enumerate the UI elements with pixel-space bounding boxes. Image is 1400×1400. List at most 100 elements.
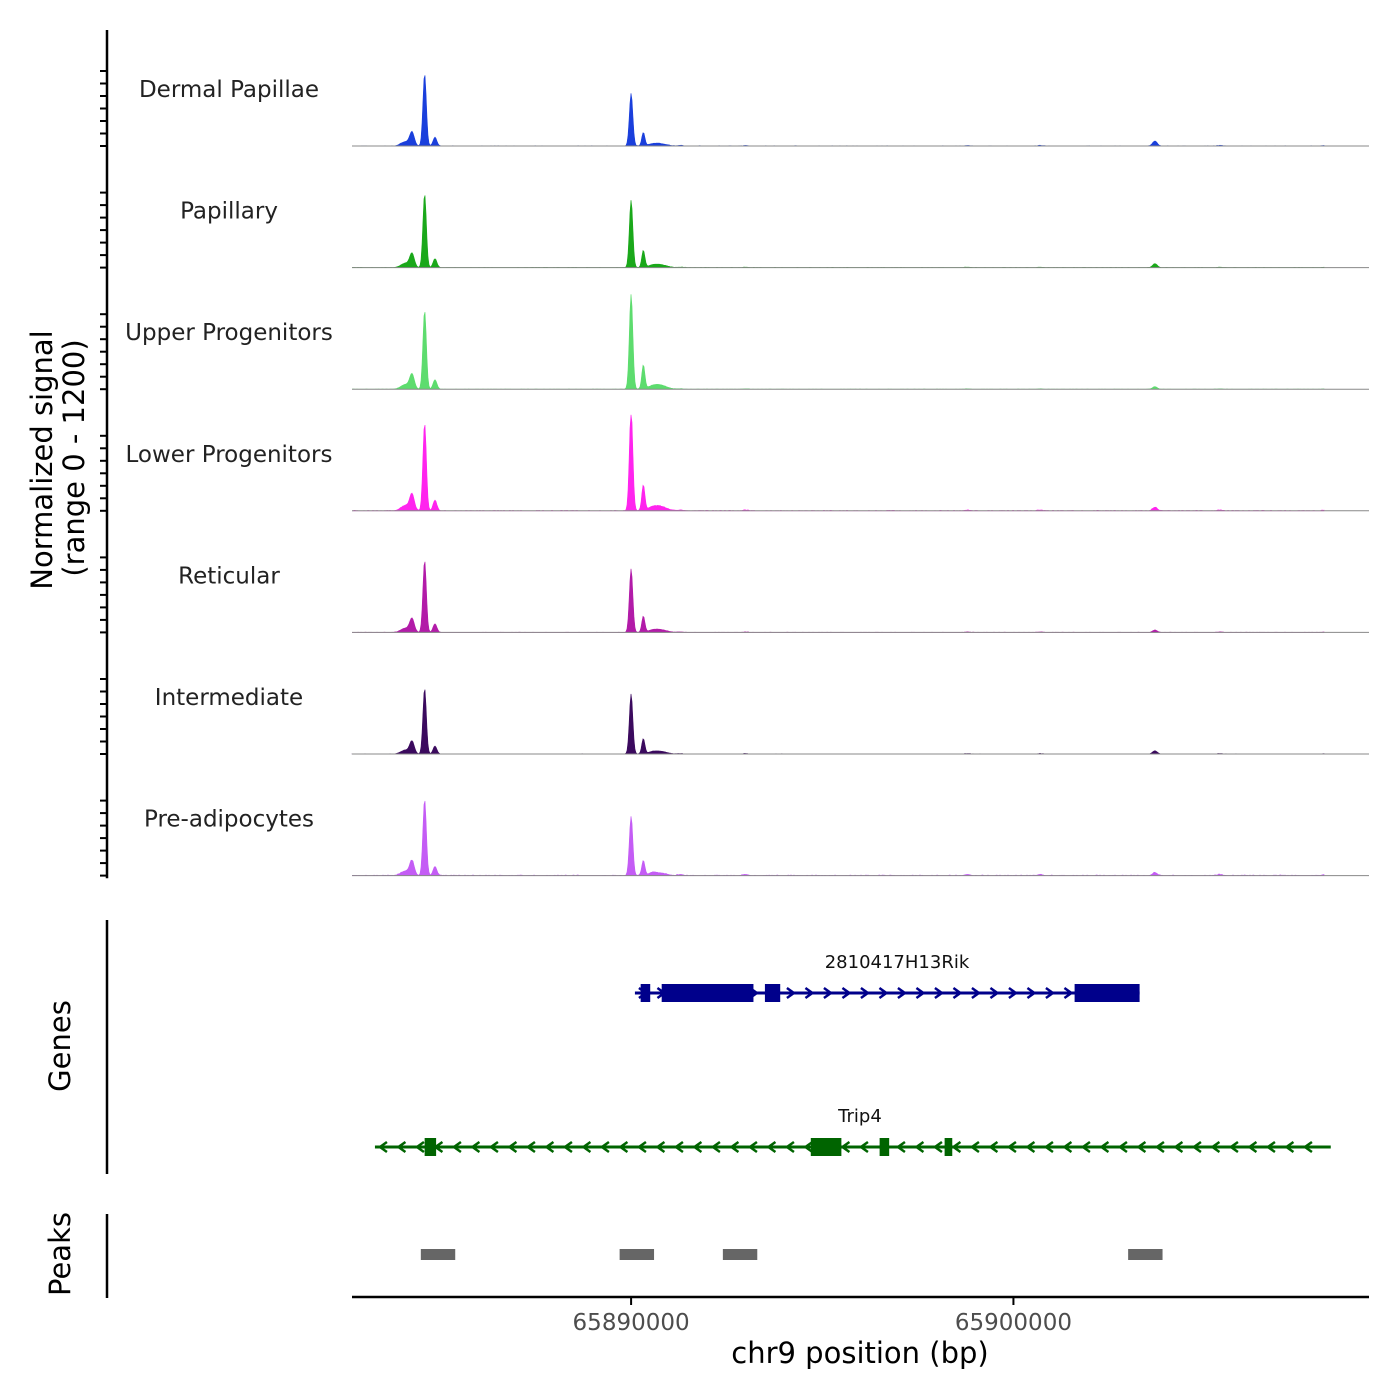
coverage-area-0 xyxy=(352,75,1325,147)
strand-chevron xyxy=(1265,1140,1276,1154)
strand-chevron xyxy=(804,986,815,1000)
strand-chevron xyxy=(1117,1140,1128,1154)
gene-track: 2810417H13Rik Trip4 xyxy=(374,952,1331,1156)
coverage-area-4 xyxy=(352,561,1325,633)
strand-chevron xyxy=(1025,1140,1036,1154)
strand-chevron xyxy=(766,1140,777,1154)
strand-chevron xyxy=(858,1140,869,1154)
strand-chevron xyxy=(914,1140,925,1154)
strand-chevron xyxy=(823,986,834,1000)
strand-chevron xyxy=(1302,1140,1313,1154)
gene-label-0: 2810417H13Rik xyxy=(825,952,970,973)
strand-chevron xyxy=(951,1140,962,1154)
y-axis-title-line1: Normalized signal xyxy=(25,330,59,589)
strand-chevron xyxy=(841,986,852,1000)
track-label-2: Upper Progenitors xyxy=(125,320,333,346)
strand-chevron xyxy=(488,1140,499,1154)
strand-chevron xyxy=(897,986,908,1000)
strand-chevron xyxy=(1080,1140,1091,1154)
strand-chevron xyxy=(934,986,945,1000)
coverage-area-5 xyxy=(351,689,1325,755)
peak-track xyxy=(420,1249,1163,1260)
strand-chevron xyxy=(786,986,797,1000)
strand-chevron xyxy=(747,1140,758,1154)
strand-chevron xyxy=(562,1140,573,1154)
coverage-area-1 xyxy=(351,195,1325,268)
strand-chevron xyxy=(878,986,889,1000)
x-tick-label: 65890000 xyxy=(573,1310,690,1336)
strand-chevron xyxy=(971,986,982,1000)
strand-chevron xyxy=(525,1140,536,1154)
track-label-1: Papillary xyxy=(180,199,278,225)
strand-chevron xyxy=(636,1140,647,1154)
strand-chevron xyxy=(581,1140,592,1154)
peak-region xyxy=(1128,1249,1163,1260)
strand-chevron xyxy=(1026,986,1037,1000)
gene-exon xyxy=(661,984,754,1002)
strand-chevron xyxy=(1210,1140,1221,1154)
gene-exon xyxy=(640,984,651,1002)
strand-chevron xyxy=(599,1140,610,1154)
strand-chevron xyxy=(860,986,871,1000)
strand-chevron xyxy=(470,1140,481,1154)
strand-chevron xyxy=(396,1140,407,1154)
strand-chevron xyxy=(618,1140,629,1154)
genes-axis-title: Genes xyxy=(43,1000,77,1092)
strand-chevron xyxy=(1136,1140,1147,1154)
peaks-axis-title: Peaks xyxy=(43,1212,77,1296)
gene-exon xyxy=(810,1138,842,1156)
track-labels: Dermal Papillae Papillary Upper Progenitor… xyxy=(125,77,333,833)
strand-chevron xyxy=(1045,986,1056,1000)
y-axis-title-line2: (range 0 - 1200) xyxy=(57,339,91,576)
track-label-5: Intermediate xyxy=(155,685,303,711)
track-label-0: Dermal Papillae xyxy=(139,77,319,103)
coverage-area-2 xyxy=(351,294,1325,390)
peak-region xyxy=(420,1249,456,1260)
peak-region xyxy=(619,1249,655,1260)
gene-exon xyxy=(764,984,781,1002)
strand-chevron xyxy=(1154,1140,1165,1154)
strand-chevron xyxy=(1099,1140,1110,1154)
strand-chevron xyxy=(840,1140,851,1154)
strand-chevron xyxy=(673,1140,684,1154)
strand-chevron xyxy=(895,1140,906,1154)
strand-chevron xyxy=(1062,1140,1073,1154)
strand-chevron xyxy=(1063,986,1074,1000)
track-label-6: Pre-adipocytes xyxy=(144,807,314,833)
gene-exon xyxy=(879,1138,890,1156)
coverage-y-axis xyxy=(100,30,109,879)
gene-exon xyxy=(424,1138,437,1156)
strand-chevron xyxy=(1284,1140,1295,1154)
strand-chevron xyxy=(952,986,963,1000)
strand-chevron xyxy=(1043,1140,1054,1154)
strand-chevron xyxy=(1247,1140,1258,1154)
strand-chevron xyxy=(451,1140,462,1154)
x-axis-ticks: 65890000 65900000 xyxy=(573,1297,1072,1336)
strand-chevron xyxy=(544,1140,555,1154)
x-tick-label: 65900000 xyxy=(955,1310,1072,1336)
coverage-tracks xyxy=(351,75,1369,877)
x-axis-title: chr9 position (bp) xyxy=(731,1336,988,1370)
gene-exon xyxy=(944,1138,953,1156)
strand-chevron xyxy=(915,986,926,1000)
strand-chevron xyxy=(988,1140,999,1154)
strand-chevron xyxy=(1191,1140,1202,1154)
coverage-area-6 xyxy=(351,800,1325,876)
strand-chevron xyxy=(989,986,1000,1000)
track-label-3: Lower Progenitors xyxy=(126,442,333,468)
strand-chevron xyxy=(784,1140,795,1154)
strand-chevron xyxy=(932,1140,943,1154)
strand-chevron xyxy=(729,1140,740,1154)
strand-chevron xyxy=(377,1140,388,1154)
gene-exon xyxy=(1074,984,1140,1002)
strand-chevron xyxy=(803,1140,814,1154)
strand-chevron xyxy=(1008,986,1019,1000)
strand-chevron xyxy=(414,1140,425,1154)
coverage-area-3 xyxy=(352,414,1325,512)
strand-chevron xyxy=(507,1140,518,1154)
strand-chevron xyxy=(1173,1140,1184,1154)
strand-chevron xyxy=(692,1140,703,1154)
strand-chevron xyxy=(1006,1140,1017,1154)
